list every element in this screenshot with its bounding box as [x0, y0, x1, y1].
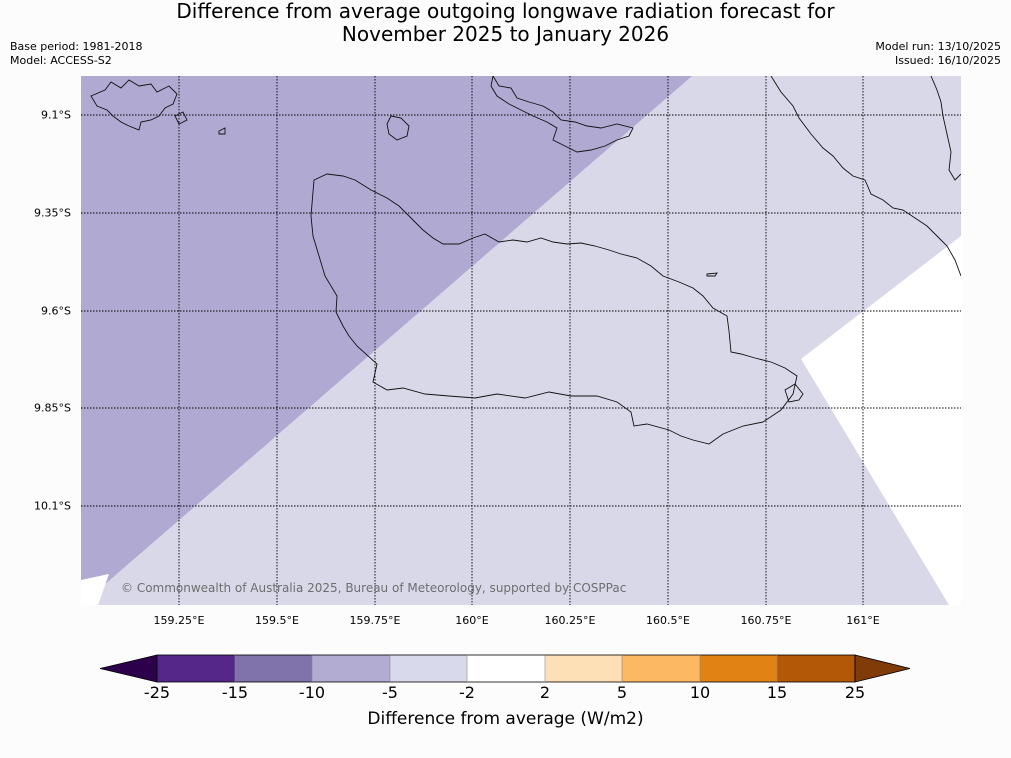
issued-date: Issued: 16/10/2025 — [894, 54, 1001, 67]
colorbar-tick: 15 — [766, 683, 788, 702]
colorbar-bin — [777, 655, 855, 682]
chart-title: Difference from average outgoing longwav… — [0, 0, 1011, 46]
lon-label: 160°E — [455, 614, 489, 627]
coastlines — [90, 76, 961, 445]
lat-label: 9.35°S — [34, 206, 71, 220]
title-line-1: Difference from average outgoing longwav… — [176, 0, 835, 23]
model-run: Model run: 13/10/2025 — [875, 40, 1001, 53]
coast-northwest-islet-a — [174, 111, 188, 125]
colorbar-tick: 2 — [539, 683, 551, 702]
colorbar-tick: -2 — [459, 683, 475, 702]
colorbar-bin — [235, 655, 312, 682]
colorbar-bin — [545, 655, 622, 682]
region-minus-2-to-2 — [801, 236, 961, 605]
lat-label: 9.1°S — [41, 108, 71, 122]
colorbar-label: Difference from average (W/m2) — [367, 709, 644, 729]
coast-main-island — [310, 173, 798, 445]
lon-label: 160.75°E — [740, 614, 792, 627]
lon-label: 160.5°E — [646, 614, 690, 627]
map-corner-gap — [81, 574, 109, 605]
colorbar-dividers — [234, 655, 778, 682]
map-panel: © Commonwealth of Australia 2025, Bureau… — [81, 76, 961, 605]
coast-northwest-islet-b — [218, 127, 226, 135]
title-line-2: November 2025 to January 2026 — [341, 22, 670, 46]
lon-label: 159.25°E — [153, 614, 205, 627]
base-period: Base period: 1981-2018 — [10, 40, 143, 53]
lon-label: 159.5°E — [255, 614, 299, 627]
colorbar-tick: -25 — [143, 683, 171, 702]
colorbar-bin — [622, 655, 700, 682]
colorbar-bin — [467, 655, 545, 682]
lat-label: 10.1°S — [34, 499, 71, 513]
coast-northwest — [90, 79, 178, 131]
lon-label: 160.25°E — [544, 614, 596, 627]
coast-north-center — [490, 76, 634, 153]
copyright-notice: © Commonwealth of Australia 2025, Bureau… — [121, 581, 626, 595]
colorbar-tick: 5 — [616, 683, 628, 702]
graticule — [81, 76, 961, 605]
colorbar-tick: -5 — [382, 683, 398, 702]
colorbar-bin — [390, 655, 467, 682]
colorbar-extend-high — [854, 654, 911, 683]
colorbar-outline — [156, 654, 856, 683]
coast-northeast — [770, 76, 961, 277]
lat-label: 9.6°S — [41, 304, 71, 318]
colorbar-tick: -15 — [221, 683, 249, 702]
coast-islet-1 — [386, 115, 410, 141]
model-name: Model: ACCESS-S2 — [10, 54, 112, 67]
colorbar-tick: 10 — [689, 683, 711, 702]
lon-label: 161°E — [846, 614, 880, 627]
coast-northeast-2 — [930, 76, 961, 181]
colorbar-tick: -10 — [298, 683, 326, 702]
coast-islet-3 — [784, 383, 804, 403]
colorbar-bin — [700, 655, 777, 682]
meta-left: Base period: 1981-2018 Model: ACCESS-S2 — [10, 40, 142, 68]
region-minus-10-to-minus-5 — [81, 76, 692, 605]
lon-label: 159.75°E — [349, 614, 401, 627]
colorbar-bin — [312, 655, 390, 682]
coast-islet-2 — [706, 272, 718, 277]
meta-right: Model run: 13/10/2025 Issued: 16/10/2025 — [875, 40, 1001, 68]
colorbar — [100, 654, 911, 683]
lat-label: 9.85°S — [34, 401, 71, 415]
colorbar-bin — [157, 655, 235, 682]
colorbar-tick: 25 — [844, 683, 866, 702]
colorbar-extend-low — [100, 654, 158, 683]
